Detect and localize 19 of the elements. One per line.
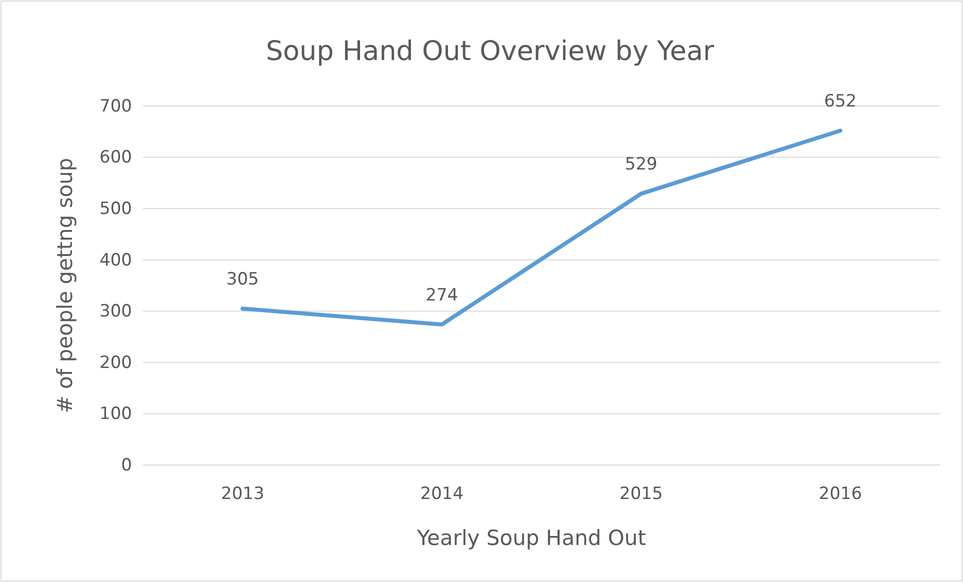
y-tick-label: 400 — [100, 250, 132, 270]
x-tick-label: 2013 — [220, 484, 264, 504]
data-label: 274 — [426, 285, 458, 306]
y-tick-label: 300 — [100, 302, 132, 322]
y-axis-title: # of people gettng soup — [53, 158, 77, 414]
y-tick-label: 600 — [100, 148, 132, 168]
y-tick-label: 700 — [100, 96, 132, 116]
y-tick-label: 0 — [121, 455, 132, 476]
chart-title: Soup Hand Out Overview by Year — [266, 36, 716, 67]
data-label: 305 — [226, 270, 259, 290]
y-tick-label: 100 — [100, 404, 132, 424]
x-axis-title: Yearly Soup Hand Out — [416, 526, 646, 550]
x-tick-label: 2016 — [818, 484, 862, 504]
y-tick-label: 500 — [100, 199, 132, 220]
data-label: 652 — [824, 92, 857, 112]
x-tick-label: 2014 — [420, 484, 464, 504]
data-label: 529 — [624, 154, 658, 175]
x-tick-label: 2015 — [619, 484, 663, 504]
y-tick-label: 200 — [100, 352, 132, 373]
